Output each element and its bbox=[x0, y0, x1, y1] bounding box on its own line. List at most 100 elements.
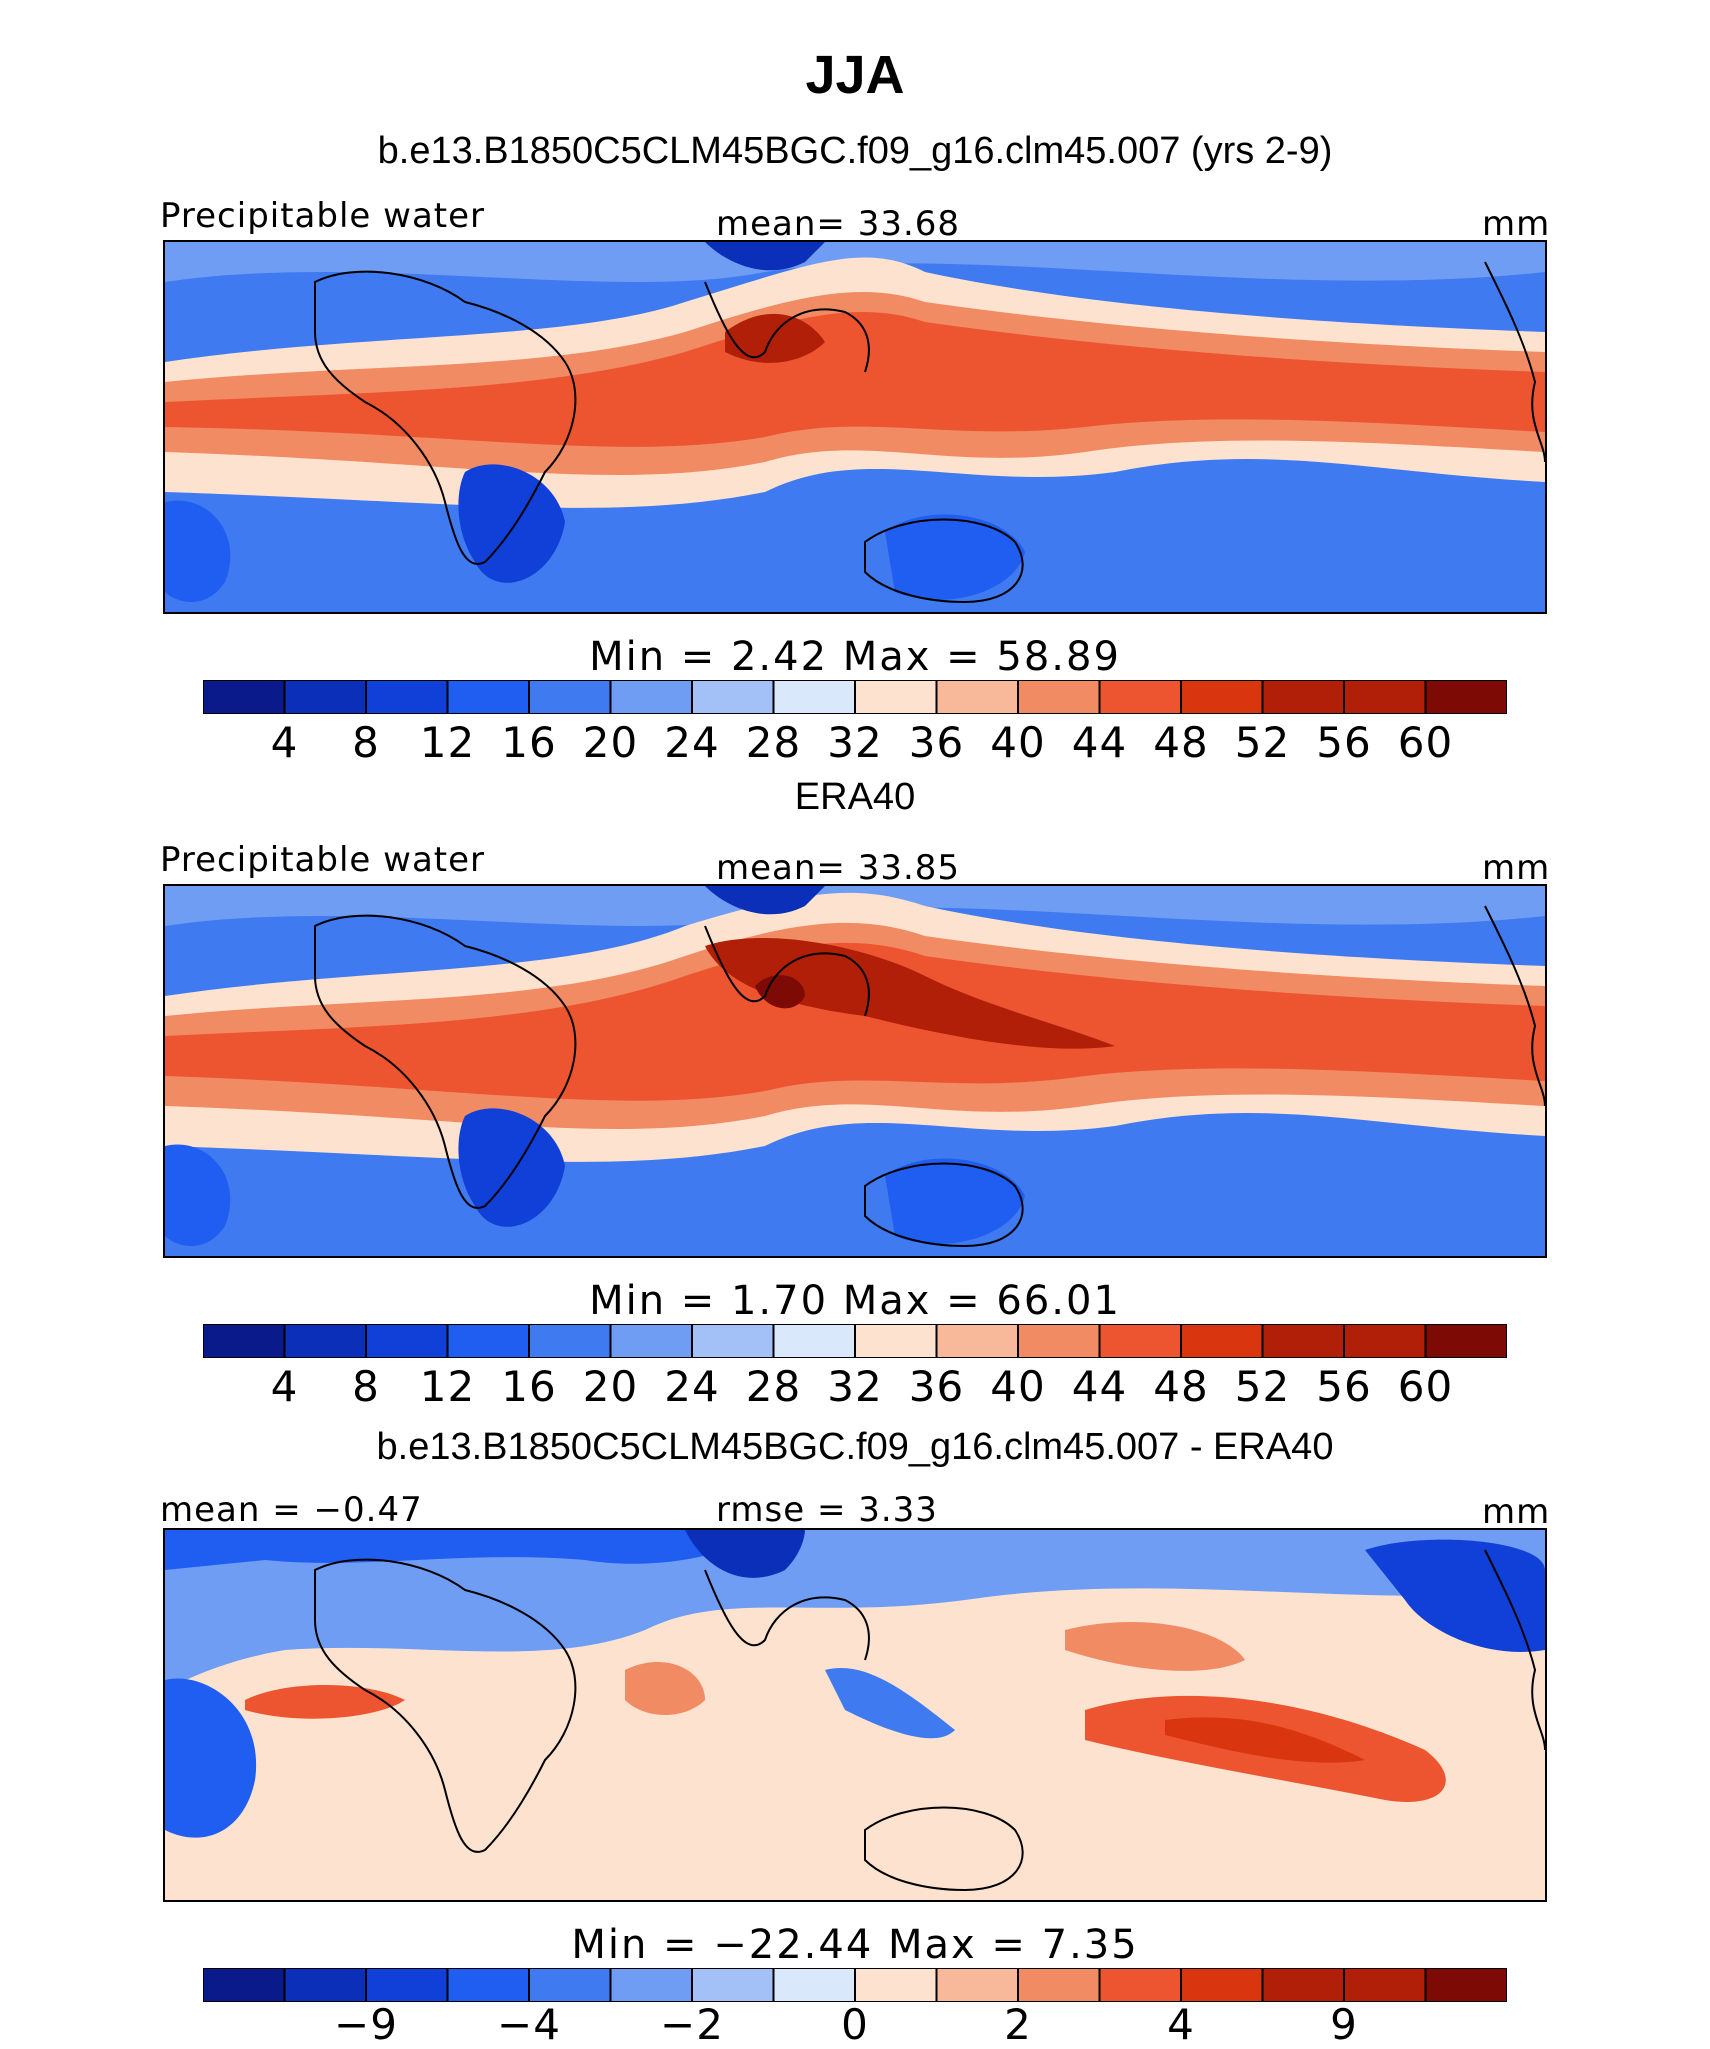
colorbar-tick-label: 0 bbox=[841, 2000, 869, 2049]
colorbar-box bbox=[283, 1968, 367, 2002]
colorbar-box bbox=[691, 1324, 775, 1358]
colorbar-box bbox=[609, 1324, 693, 1358]
panel-1-tibet-minimum bbox=[705, 242, 825, 271]
panel-2-bay-of-bengal-peak bbox=[755, 975, 805, 1009]
colorbar-tick-label: 24 bbox=[664, 718, 720, 767]
panel-1-title: b.e13.B1850C5CLM45BGC.f09_g16.clm45.007 … bbox=[377, 130, 1333, 172]
panel-2-title: ERA40 bbox=[794, 776, 916, 818]
panel-3-australia-coastline bbox=[864, 1806, 1024, 1892]
panel-3-south-pacific-peak bbox=[1165, 1717, 1365, 1763]
colorbar-box bbox=[528, 1968, 612, 2002]
panel-1-colorbar-svg bbox=[203, 680, 1507, 714]
panel-2-variable-label: Precipitable water bbox=[160, 840, 486, 880]
colorbar-tick-label: 40 bbox=[990, 1362, 1046, 1411]
panel-3-americas-coastline bbox=[1484, 1549, 1545, 1751]
colorbar-tick-label: 60 bbox=[1397, 718, 1454, 767]
panel-2-asia-coastline bbox=[704, 925, 870, 1017]
colorbar-box bbox=[1098, 680, 1182, 714]
panel-3-north-africa-negative bbox=[165, 1530, 765, 1570]
colorbar-box bbox=[1180, 1968, 1264, 2002]
colorbar-box bbox=[772, 1968, 856, 2002]
colorbar-tick-label: 36 bbox=[908, 1362, 965, 1411]
colorbar-box bbox=[1424, 680, 1507, 714]
colorbar-box bbox=[1017, 1324, 1101, 1358]
panel-3-atlantic-positive bbox=[245, 1685, 405, 1719]
colorbar-box bbox=[283, 1324, 367, 1358]
panel-1-variable-label: Precipitable water bbox=[160, 196, 486, 236]
panel-1-map bbox=[163, 240, 1547, 614]
colorbar-box bbox=[935, 1324, 1019, 1358]
colorbar-box bbox=[1261, 1968, 1345, 2002]
colorbar-tick-label: −9 bbox=[334, 2000, 398, 2049]
colorbar-box bbox=[203, 680, 286, 714]
panel-2-colorbar-svg bbox=[203, 1324, 1507, 1358]
colorbar-tick-label: 2 bbox=[1004, 2000, 1032, 2049]
colorbar-box bbox=[365, 680, 449, 714]
panel-3-northern-negative bbox=[165, 1530, 1545, 1690]
colorbar-tick-label: 48 bbox=[1153, 718, 1209, 767]
colorbar-box bbox=[283, 680, 367, 714]
panel-2-colorbar bbox=[203, 1324, 1507, 1358]
colorbar-box bbox=[1424, 1324, 1507, 1358]
panel-3-mean-label: mean = −0.47 bbox=[160, 1490, 423, 1530]
colorbar-box bbox=[1180, 680, 1264, 714]
colorbar-box bbox=[203, 1324, 286, 1358]
panel-3-colorbar-svg bbox=[203, 1968, 1507, 2002]
panel-1-australia-coastline bbox=[864, 518, 1024, 604]
colorbar-tick-label: 56 bbox=[1316, 718, 1372, 767]
panel-2-units-label: mm bbox=[1482, 848, 1551, 888]
panel-2-africa-coastline bbox=[314, 914, 577, 1209]
colorbar-box bbox=[1098, 1968, 1182, 2002]
panel-2-minmax: Min = 1.70 Max = 66.01 bbox=[589, 1278, 1121, 1324]
panel-1-mean-label: mean= 33.68 bbox=[716, 204, 961, 244]
colorbar-box bbox=[609, 1968, 693, 2002]
colorbar-box bbox=[365, 1968, 449, 2002]
panel-3-map bbox=[163, 1528, 1547, 1902]
colorbar-box bbox=[203, 1968, 286, 2002]
colorbar-box bbox=[446, 680, 530, 714]
panel-3-title: b.e13.B1850C5CLM45BGC.f09_g16.clm45.007 … bbox=[376, 1426, 1334, 1468]
colorbar-box bbox=[935, 1968, 1019, 2002]
panel-3-tibet-negative bbox=[685, 1530, 805, 1578]
panel-2-south-america-low bbox=[165, 1144, 231, 1246]
panel-3-map-svg bbox=[165, 1530, 1545, 1900]
panel-2-australia-low bbox=[885, 1158, 1025, 1244]
colorbar-box bbox=[1180, 1324, 1264, 1358]
colorbar-box bbox=[1098, 1324, 1182, 1358]
page-title: JJA bbox=[805, 45, 905, 105]
panel-1-americas-coastline bbox=[1484, 261, 1545, 463]
panel-3-north-pacific-positive bbox=[1065, 1621, 1245, 1671]
panel-2-map bbox=[163, 884, 1547, 1258]
colorbar-box bbox=[446, 1968, 530, 2002]
panel-1-map-svg bbox=[165, 242, 1545, 612]
colorbar-box bbox=[772, 680, 856, 714]
colorbar-tick-label: 28 bbox=[745, 1362, 802, 1411]
colorbar-box bbox=[1017, 680, 1101, 714]
panel-2-southern-africa-low bbox=[458, 1108, 565, 1227]
colorbar-box bbox=[1017, 1968, 1101, 2002]
colorbar-box bbox=[772, 1324, 856, 1358]
colorbar-box bbox=[854, 1968, 938, 2002]
colorbar-box bbox=[365, 1324, 449, 1358]
colorbar-box bbox=[1261, 680, 1345, 714]
colorbar-box bbox=[528, 1324, 612, 1358]
colorbar-tick-label: 32 bbox=[827, 718, 883, 767]
panel-2-tropical-band-high bbox=[165, 942, 1545, 1101]
panel-1-africa-coastline bbox=[314, 270, 577, 565]
panel-1-colorbar bbox=[203, 680, 1507, 714]
panel-2-mean-label: mean= 33.85 bbox=[716, 848, 961, 888]
colorbar-tick-label: 36 bbox=[908, 718, 965, 767]
panel-1-units-label: mm bbox=[1482, 204, 1551, 244]
colorbar-box bbox=[446, 1324, 530, 1358]
colorbar-box bbox=[691, 1968, 775, 2002]
panel-3-colorbar bbox=[203, 1968, 1507, 2002]
panel-1-monsoon-maximum bbox=[725, 313, 825, 363]
colorbar-tick-label: 40 bbox=[990, 718, 1046, 767]
colorbar-tick-label: 24 bbox=[664, 1362, 720, 1411]
colorbar-tick-label: 56 bbox=[1316, 1362, 1372, 1411]
colorbar-tick-label: 28 bbox=[745, 718, 802, 767]
colorbar-tick-label: 9 bbox=[1330, 2000, 1358, 2049]
colorbar-tick-label: 44 bbox=[1071, 718, 1128, 767]
panel-1-asia-coastline bbox=[704, 281, 870, 373]
colorbar-tick-label: 16 bbox=[501, 1362, 557, 1411]
